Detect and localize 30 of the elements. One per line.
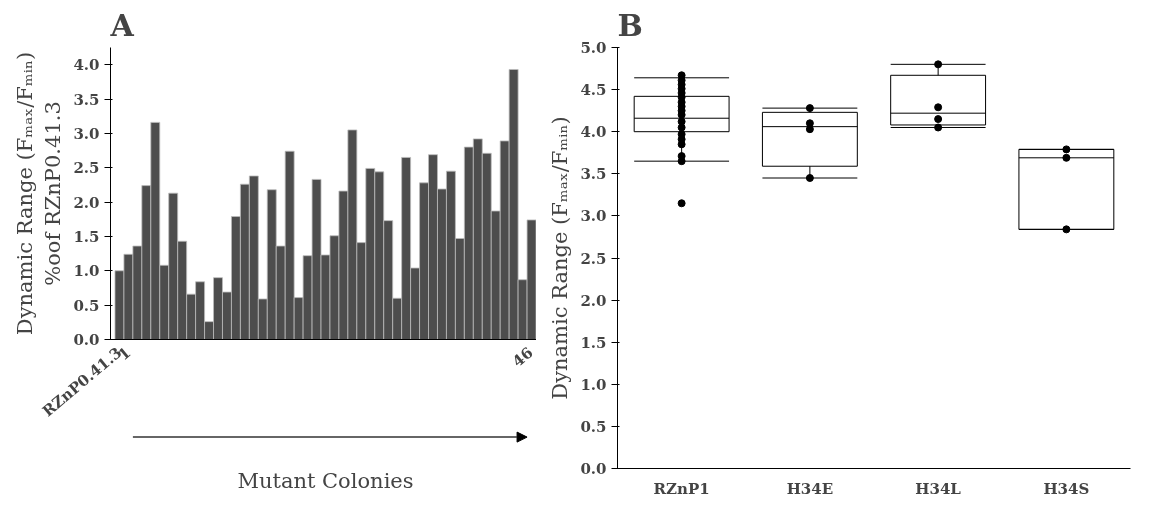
y-tick-label: 2.0 (580, 291, 607, 310)
y-tick-label: 1.5 (73, 227, 100, 246)
y-tick-label: 2.0 (73, 193, 100, 212)
y-tick-label: 3.5 (73, 90, 100, 109)
y-tick-label: 4.0 (73, 56, 100, 75)
chart-title: B (617, 7, 643, 43)
y-tick-label: 1.0 (73, 262, 100, 281)
y-tick-label: 0.5 (580, 417, 607, 436)
y-tick-label: 3.5 (580, 165, 607, 184)
y-tick-label: 0.0 (580, 460, 607, 478)
x-tick-label: 46 (508, 343, 537, 371)
y-tick-label: 4.5 (580, 81, 607, 100)
x-tick-label: H34S (1043, 479, 1090, 498)
y-tick-label: 4.0 (580, 123, 607, 142)
x-axis-title: Mutant Colonies (237, 468, 414, 493)
y-tick-label: 1.0 (580, 375, 607, 394)
x-tick-label: RZnP1 (653, 479, 710, 498)
y-axis-title: Dynamic Range (Fₘₐₓ/Fₘᵢₙ) %oof RZnP0.41.3 (12, 51, 66, 336)
y-tick-label: 3.0 (580, 207, 607, 226)
y-tick-label: 2.5 (73, 159, 100, 178)
y-tick-label: 2.5 (580, 249, 607, 268)
x-tick-label: H34E (786, 479, 834, 498)
x-tick-label: H34L (915, 479, 962, 498)
y-tick-label: 3.0 (73, 124, 100, 143)
y-tick-label: 5.0 (580, 39, 607, 57)
y-tick-label: 0.0 (73, 331, 100, 349)
y-tick-label: 0.5 (73, 296, 100, 315)
y-tick-label: 1.5 (580, 333, 607, 352)
y-axis-title: Dynamic Range (Fₘₐₓ/Fₘᵢₙ) (548, 116, 573, 400)
chart-title: A (109, 7, 135, 43)
